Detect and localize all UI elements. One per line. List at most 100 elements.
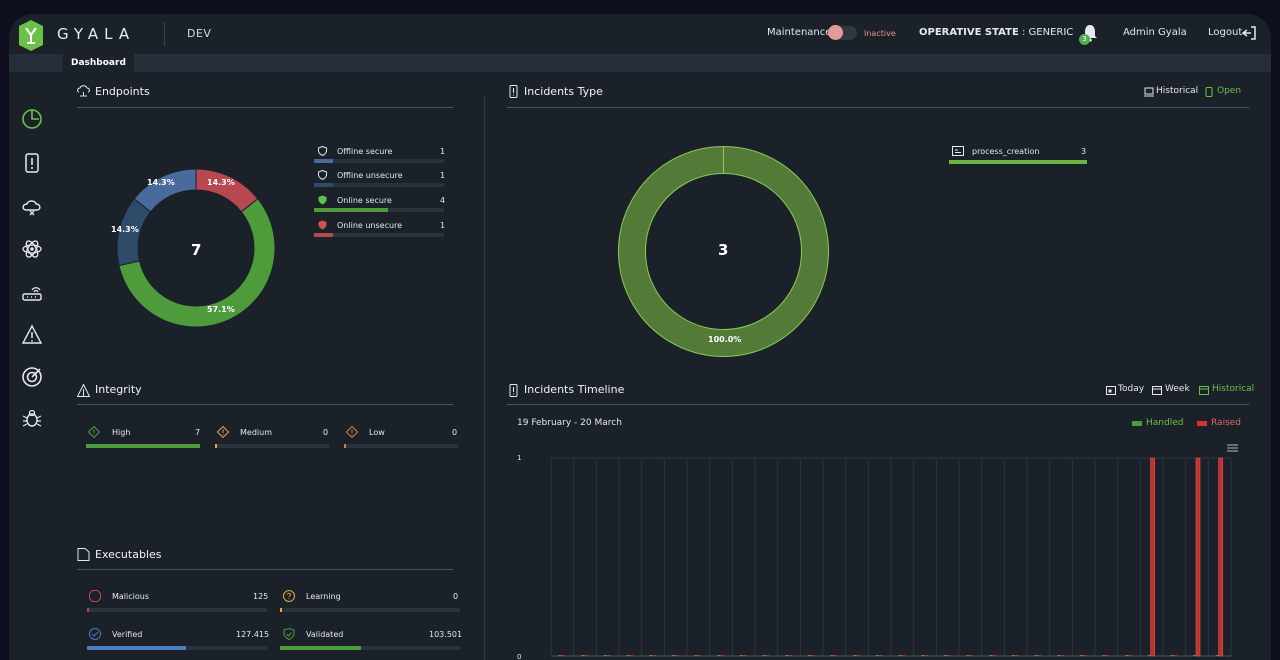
timeline-bar-handled[interactable] (989, 655, 992, 656)
timeline-bar-handled[interactable] (603, 655, 607, 656)
timeline-bar-handled[interactable] (1125, 655, 1128, 656)
timeline-bar-handled[interactable] (875, 655, 879, 656)
endpoints-slice-3[interactable] (133, 168, 197, 213)
timeline-bar-raised[interactable] (901, 655, 906, 656)
timeline-week-button[interactable]: Week (1165, 384, 1190, 394)
timeline-bar-handled[interactable] (1193, 655, 1196, 656)
timeline-bar-handled[interactable] (785, 655, 788, 656)
timeline-bar-raised[interactable] (810, 655, 815, 656)
timeline-bar-raised[interactable] (946, 655, 951, 656)
executables-bar-fill (280, 646, 361, 650)
cloud-icon[interactable] (21, 196, 43, 218)
timeline-bar-raised[interactable] (969, 655, 974, 656)
timeline-bar-raised[interactable] (878, 655, 883, 656)
timeline-bar-raised[interactable] (720, 655, 724, 656)
historical-icon (1144, 87, 1154, 97)
timeline-bar-handled[interactable] (1215, 655, 1219, 656)
integrity-count: 0 (452, 428, 458, 437)
timeline-bar-handled[interactable] (966, 655, 970, 656)
timeline-bar-raised[interactable] (833, 655, 838, 656)
timeline-bar-handled[interactable] (671, 655, 675, 656)
endpoints-total: 7 (191, 241, 202, 259)
timeline-bar-handled[interactable] (898, 655, 902, 656)
maintenance-toggle[interactable] (828, 25, 857, 40)
timeline-bar-raised[interactable] (584, 655, 588, 656)
timeline-bar-handled[interactable] (853, 655, 856, 656)
executables-count: 125 (253, 592, 269, 601)
timeline-bar-handled[interactable] (1057, 655, 1060, 656)
timeline-bar-handled[interactable] (762, 655, 766, 656)
target-icon[interactable] (21, 366, 43, 388)
timeline-bar-raised[interactable] (674, 655, 679, 656)
timeline-bar-raised[interactable] (992, 655, 996, 656)
bug-icon[interactable] (21, 408, 43, 430)
endpoints-slice-0[interactable] (195, 168, 259, 213)
top-bar: GYALA DEV Maintenance Inactive OPERATIVE… (9, 14, 1271, 54)
menu-icon[interactable] (1227, 444, 1238, 452)
legend-bar-fill (949, 160, 1087, 164)
timeline-bar-raised[interactable] (1195, 457, 1201, 657)
endpoints-slice-1[interactable] (118, 198, 276, 328)
timeline-today-button[interactable]: Today (1118, 384, 1145, 394)
warning-icon[interactable] (21, 324, 43, 346)
timeline-bar-raised[interactable] (1060, 655, 1064, 656)
user-name[interactable]: Admin Gyala (1123, 27, 1187, 38)
timeline-bar-raised[interactable] (1218, 457, 1223, 657)
timeline-bar-handled[interactable] (649, 655, 652, 656)
timeline-bar-raised[interactable] (1037, 655, 1042, 656)
calendar-week-icon (1152, 386, 1162, 395)
timeline-bar-raised[interactable] (1173, 655, 1178, 656)
timeline-bar-raised[interactable] (1150, 457, 1155, 657)
timeline-legend-handled[interactable]: Handled (1146, 418, 1184, 428)
timeline-bar-handled[interactable] (581, 655, 584, 656)
timeline-bar-raised[interactable] (742, 655, 747, 656)
incidents-type-open-button[interactable]: Open (1217, 86, 1242, 96)
logout-icon[interactable] (1241, 25, 1257, 41)
logout-button[interactable]: Logout (1208, 27, 1243, 38)
timeline-bar-handled[interactable] (694, 655, 698, 656)
timeline-bar-handled[interactable] (1011, 655, 1015, 656)
timeline-bar-handled[interactable] (739, 655, 743, 656)
timeline-bar-handled[interactable] (1102, 655, 1106, 656)
timeline-bar-raised[interactable] (1082, 655, 1087, 656)
timeline-bar-raised[interactable] (1014, 655, 1019, 656)
timeline-bar-handled[interactable] (921, 655, 924, 656)
router-icon[interactable] (21, 282, 43, 304)
timeline-bar-raised[interactable] (652, 655, 656, 656)
operative-state-label: OPERATIVE STATE (919, 27, 1019, 38)
timeline-bar-handled[interactable] (1079, 655, 1083, 656)
timeline-bar-handled[interactable] (830, 655, 834, 656)
timeline-bar-raised[interactable] (606, 655, 611, 656)
incidents-type-total: 3 (718, 241, 729, 259)
timeline-bar-raised[interactable] (788, 655, 792, 656)
diamond-low-icon (346, 426, 358, 438)
timeline-bar-raised[interactable] (697, 655, 702, 656)
timeline-bar-handled[interactable] (1170, 655, 1174, 656)
timeline-bar-raised[interactable] (856, 655, 860, 656)
tab-dashboard[interactable]: Dashboard (63, 54, 134, 72)
timeline-bar-handled[interactable] (626, 655, 630, 656)
timeline-bar-raised[interactable] (1105, 655, 1110, 656)
timeline-bar-handled[interactable] (807, 655, 811, 656)
timeline-historical-button[interactable]: Historical (1212, 384, 1255, 394)
timeline-bar-handled[interactable] (558, 655, 562, 656)
timeline-legend-raised[interactable]: Raised (1211, 418, 1242, 428)
executables-bar-fill (87, 608, 89, 612)
incidents-type-slice[interactable] (618, 145, 829, 357)
dashboard-main: Endpoints 7 14.3% 57.1% 14.3% 14.3% Offl… (61, 72, 1271, 660)
dashboard-icon[interactable] (21, 108, 43, 130)
timeline-bar-handled[interactable] (717, 655, 720, 656)
tab-bar: Dashboard (9, 54, 1271, 72)
timeline-bar-raised[interactable] (924, 655, 928, 656)
timeline-bar-raised[interactable] (629, 655, 634, 656)
timeline-bar-handled[interactable] (1147, 655, 1151, 656)
atom-icon[interactable] (21, 238, 43, 260)
executables-label: Verified (112, 630, 143, 639)
timeline-bar-raised[interactable] (765, 655, 770, 656)
timeline-bar-handled[interactable] (1034, 655, 1038, 656)
incidents-icon[interactable] (21, 152, 43, 174)
timeline-bar-handled[interactable] (943, 655, 947, 656)
timeline-bar-raised[interactable] (561, 655, 566, 656)
timeline-bar-raised[interactable] (1128, 655, 1132, 656)
incidents-type-historical-button[interactable]: Historical (1156, 86, 1199, 96)
